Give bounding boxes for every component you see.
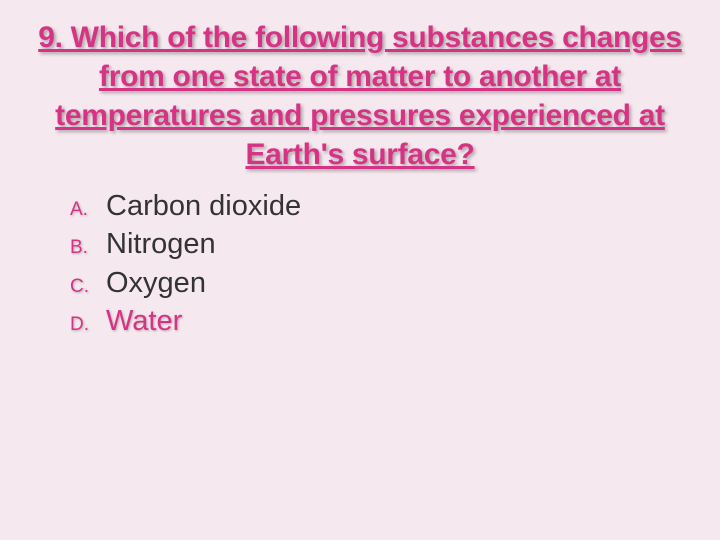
option-text-a: Carbon dioxide [106, 188, 301, 224]
option-letter-d: D. [70, 314, 106, 336]
option-row: B. Nitrogen [70, 226, 706, 262]
options-list: A. Carbon dioxide B. Nitrogen C. Oxygen … [14, 188, 706, 339]
option-text-b: Nitrogen [106, 226, 216, 262]
option-row: A. Carbon dioxide [70, 188, 706, 224]
option-letter-c: C. [70, 276, 106, 298]
option-letter-b: B. [70, 237, 106, 259]
option-row: C. Oxygen [70, 265, 706, 301]
option-row: D. Water [70, 303, 706, 339]
option-letter-a: A. [70, 199, 106, 221]
option-text-c: Oxygen [106, 265, 206, 301]
quiz-slide: 9. Which of the following substances cha… [0, 0, 720, 540]
question-title: 9. Which of the following substances cha… [14, 18, 706, 174]
option-text-d: Water [106, 303, 182, 339]
